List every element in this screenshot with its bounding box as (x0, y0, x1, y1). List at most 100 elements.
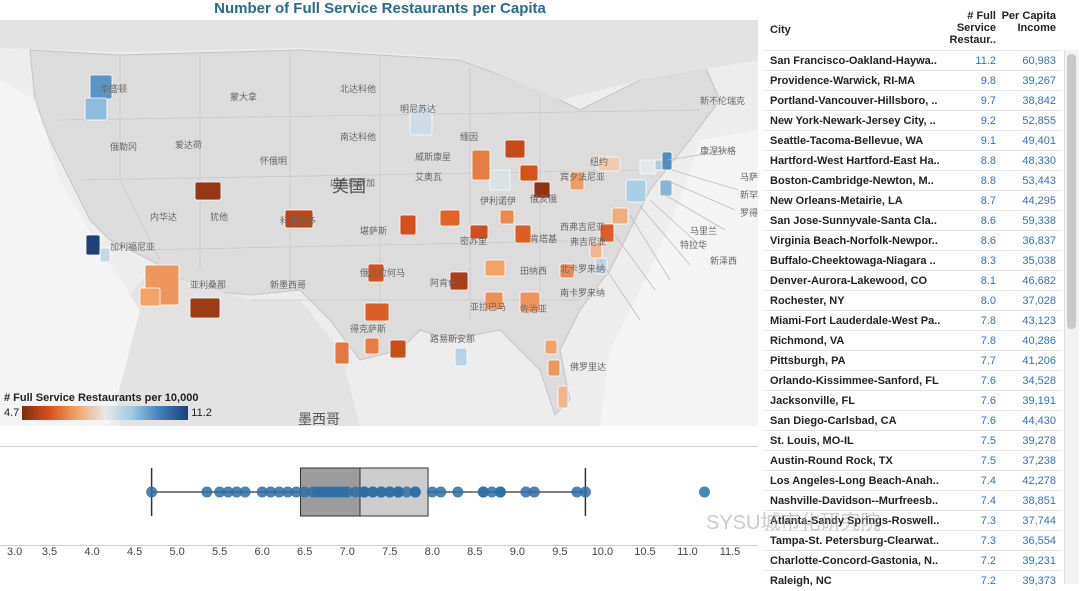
data-point[interactable] (273, 486, 285, 498)
data-point[interactable] (239, 486, 251, 498)
table-row[interactable]: Portland-Vancouver-Hillsboro, .. 9.7 38,84… (764, 90, 1062, 111)
metro-area[interactable] (544, 339, 558, 355)
metro-area[interactable] (484, 259, 506, 277)
table-row[interactable]: New York-Newark-Jersey City, .. 9.2 52,855 (764, 110, 1062, 131)
data-point[interactable] (409, 486, 421, 498)
metro-area[interactable] (569, 171, 585, 191)
data-point[interactable] (299, 486, 311, 498)
data-point[interactable] (435, 486, 447, 498)
data-point[interactable] (222, 486, 234, 498)
metro-area[interactable] (284, 209, 314, 229)
metro-area[interactable] (99, 247, 111, 263)
metro-area[interactable] (194, 181, 222, 201)
data-point[interactable] (401, 486, 413, 498)
data-point[interactable] (358, 486, 370, 498)
metro-area[interactable] (389, 339, 407, 359)
data-point[interactable] (350, 486, 362, 498)
table-row[interactable]: Boston-Cambridge-Newton, M.. 8.8 53,443 (764, 170, 1062, 191)
table-row[interactable]: Rochester, NY 8.0 37,028 (764, 290, 1062, 311)
metro-area[interactable] (661, 151, 673, 171)
box-plot[interactable] (0, 447, 758, 545)
metro-area[interactable] (189, 297, 221, 319)
metro-area[interactable] (439, 209, 461, 227)
metro-area[interactable] (449, 271, 469, 291)
table-row[interactable]: Jacksonville, FL 7.6 39,191 (764, 390, 1062, 411)
table-row[interactable]: Pittsburgh, PA 7.7 41,206 (764, 350, 1062, 371)
column-header-city[interactable]: City (770, 24, 791, 36)
data-point[interactable] (256, 486, 268, 498)
data-point[interactable] (528, 486, 540, 498)
metro-area[interactable] (139, 287, 161, 307)
table-row[interactable]: Buffalo-Cheektowaga-Niagara .. 8.3 35,038 (764, 250, 1062, 271)
data-point[interactable] (146, 486, 158, 498)
table-row[interactable]: Hartford-West Hartford-East Ha.. 8.8 48,33… (764, 150, 1062, 171)
box-plot-panel[interactable] (0, 446, 758, 546)
table-row[interactable]: New Orleans-Metairie, LA 8.7 44,295 (764, 190, 1062, 211)
metro-area[interactable] (519, 291, 541, 313)
column-header-restaurants[interactable]: # Full Service Restaur.. (949, 10, 996, 46)
metro-area[interactable] (514, 224, 532, 244)
scrollbar-thumb[interactable] (1067, 54, 1076, 329)
table-row[interactable]: San Jose-Sunnyvale-Santa Cla.. 8.6 59,338 (764, 210, 1062, 231)
data-point[interactable] (452, 486, 464, 498)
table-row[interactable]: Los Angeles-Long Beach-Anah.. 7.4 42,278 (764, 470, 1062, 491)
metro-area[interactable] (594, 257, 608, 275)
metro-area[interactable] (599, 223, 615, 243)
metro-area[interactable] (409, 104, 433, 136)
metro-area[interactable] (399, 214, 417, 236)
table-row[interactable]: Tampa-St. Petersburg-Clearwat.. 7.3 36,554 (764, 530, 1062, 551)
table-row[interactable]: Austin-Round Rock, TX 7.5 37,238 (764, 450, 1062, 471)
metro-area[interactable] (547, 359, 561, 377)
metro-area[interactable] (489, 169, 511, 191)
table-row[interactable]: San Francisco-Oakland-Haywa.. 11.2 60,983 (764, 50, 1062, 71)
metro-area[interactable] (367, 263, 385, 283)
metro-area[interactable] (471, 149, 491, 181)
metro-area[interactable] (504, 139, 526, 159)
data-point[interactable] (282, 486, 294, 498)
data-point[interactable] (520, 486, 532, 498)
data-point[interactable] (384, 486, 396, 498)
metro-area[interactable] (559, 263, 575, 279)
metro-area[interactable] (557, 385, 569, 409)
data-point[interactable] (392, 486, 404, 498)
table-row[interactable]: Nashville-Davidson--Murfreesb.. 7.4 38,851 (764, 490, 1062, 511)
metro-area[interactable] (533, 181, 551, 199)
table-row[interactable]: Charlotte-Concord-Gastonia, N.. 7.2 39,231 (764, 550, 1062, 571)
table-row[interactable]: Raleigh, NC 7.2 39,373 (764, 570, 1062, 591)
table-row[interactable]: Orlando-Kissimmee-Sanford, FL 7.6 34,528 (764, 370, 1062, 391)
data-point[interactable] (201, 486, 213, 498)
table-row[interactable]: Denver-Aurora-Lakewood, CO 8.1 46,682 (764, 270, 1062, 291)
metro-area[interactable] (611, 207, 629, 225)
metro-area[interactable] (84, 97, 108, 121)
data-point[interactable] (698, 486, 710, 498)
metro-area[interactable] (469, 224, 489, 240)
data-point[interactable] (214, 486, 226, 498)
table-row[interactable]: Providence-Warwick, RI-MA 9.8 39,267 (764, 70, 1062, 91)
table-row[interactable]: St. Louis, MO-IL 7.5 39,278 (764, 430, 1062, 451)
metro-area[interactable] (597, 156, 621, 172)
table-row[interactable]: Richmond, VA 7.8 40,286 (764, 330, 1062, 351)
map-panel[interactable]: 华盛顿 蒙大拿 北达科他 明尼苏达 缅因 俄勒冈 爱达荷 南达科他 威斯康星 纽约 怀俄明 内布拉斯加… (0, 20, 758, 426)
column-header-income[interactable]: Per Capita Income (1001, 10, 1056, 34)
data-point[interactable] (307, 486, 319, 498)
data-point[interactable] (426, 486, 438, 498)
data-point[interactable] (571, 486, 583, 498)
data-point[interactable] (477, 486, 489, 498)
table-row[interactable]: Virginia Beach-Norfolk-Newpor.. 8.6 36,837 (764, 230, 1062, 251)
metro-area[interactable] (334, 341, 350, 365)
metro-area[interactable] (659, 179, 673, 197)
metro-area[interactable] (454, 347, 468, 367)
metro-area[interactable] (484, 291, 504, 311)
data-point[interactable] (265, 486, 277, 498)
metro-area[interactable] (364, 302, 390, 322)
table-row[interactable]: San Diego-Carlsbad, CA 7.6 44,430 (764, 410, 1062, 431)
metro-area[interactable] (499, 209, 515, 225)
metro-area[interactable] (625, 179, 647, 203)
table-scrollbar[interactable] (1064, 50, 1079, 584)
metro-area[interactable] (639, 159, 657, 175)
data-point[interactable] (231, 486, 243, 498)
data-point[interactable] (579, 486, 591, 498)
table-row[interactable]: Atlanta-Sandy Springs-Roswell.. 7.3 37,744 (764, 510, 1062, 531)
table-row[interactable]: Miami-Fort Lauderdale-West Pa.. 7.8 43,123 (764, 310, 1062, 331)
